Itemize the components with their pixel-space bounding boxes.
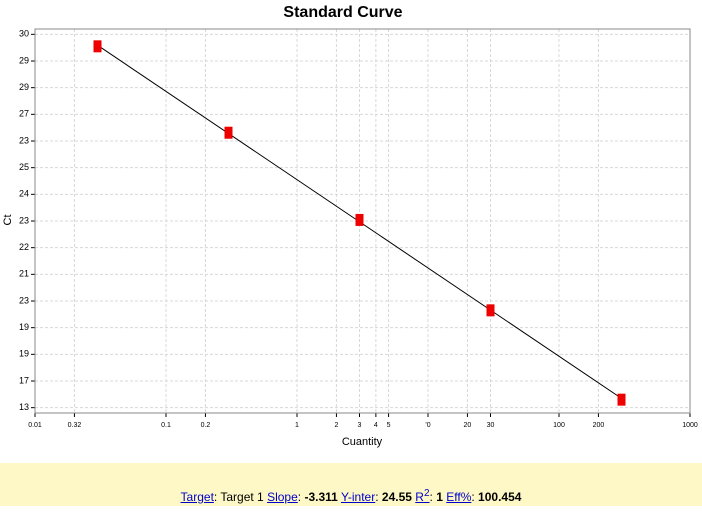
- y-tick-label: 22: [19, 242, 29, 252]
- stat-link[interactable]: Y-inter: [340, 490, 376, 504]
- stat-value: 1: [436, 490, 443, 504]
- y-tick-label: 23: [19, 135, 29, 145]
- x-axis-label: Cuantity: [342, 436, 383, 448]
- y-tick-label: 21: [19, 269, 29, 279]
- y-tick-label: 30: [19, 29, 29, 39]
- stat-value: Target 1: [220, 490, 264, 504]
- stat-link[interactable]: Eff%: [446, 490, 472, 504]
- x-tick-label: 0.1: [161, 422, 171, 429]
- superscript: 2: [423, 488, 430, 499]
- y-tick-label: 23: [19, 215, 29, 225]
- chart: Standard Curve Cuantity Ct 3029292723252…: [2, 4, 698, 448]
- y-axis-label: Ct: [2, 215, 14, 226]
- point: [355, 213, 364, 226]
- y-tick-label: 29: [19, 82, 29, 92]
- stat-value: -3.311: [304, 490, 338, 504]
- point: [224, 126, 233, 139]
- y-tick-label: 27: [19, 109, 29, 119]
- stat-link[interactable]: R2: [415, 488, 430, 504]
- y-tick-label: 19: [19, 349, 29, 359]
- x-tick-label: 200: [593, 422, 605, 429]
- x-tick-label: 3: [358, 422, 362, 429]
- stat-link[interactable]: Target: [180, 490, 214, 504]
- y-tick-label: 13: [19, 402, 29, 412]
- point: [617, 393, 626, 406]
- x-tick-label: 0.2: [201, 422, 211, 429]
- x-tick-label: 2: [334, 422, 338, 429]
- separator: :: [375, 490, 379, 504]
- x-tick-label: 0.32: [68, 422, 82, 429]
- separator: :: [213, 490, 218, 504]
- x-tick-label: 1000: [682, 422, 698, 429]
- x-tick-label: 4: [374, 422, 378, 429]
- point: [93, 40, 102, 53]
- stat-link[interactable]: Slope: [267, 490, 298, 504]
- stat-value: 100.454: [478, 490, 522, 504]
- separator: :: [297, 490, 302, 504]
- y-tick-label: 29: [19, 55, 29, 65]
- x-tick-label: 1: [295, 422, 299, 429]
- x-tick-label: 5: [387, 422, 391, 429]
- plot-frame: [34, 28, 691, 414]
- x-tick-label: 100: [553, 422, 565, 429]
- x-tick-label: '0: [425, 422, 430, 429]
- y-tick-label: 24: [19, 189, 29, 199]
- x-tick-label: 0.01: [28, 422, 42, 429]
- separator: :: [429, 490, 433, 504]
- y-tick-label: 25: [19, 162, 29, 172]
- chart-title: Standard Curve: [283, 4, 402, 21]
- y-tick-label: 19: [19, 322, 29, 332]
- stats-bar: Target: Target 1 Slope: -3.311 Y-inter: …: [0, 463, 702, 506]
- page: Standard Curve Cuantity Ct 30 29 29 27 23 25 2…: [0, 4, 702, 506]
- x-tick-label: 30: [487, 422, 495, 429]
- y-tick-label: 23: [19, 295, 29, 305]
- x-tick-label: 20: [464, 422, 472, 429]
- y-tick-label: 17: [19, 375, 29, 385]
- separator: :: [471, 490, 475, 504]
- point: [486, 304, 495, 317]
- stat-value: 24.55: [381, 490, 412, 504]
